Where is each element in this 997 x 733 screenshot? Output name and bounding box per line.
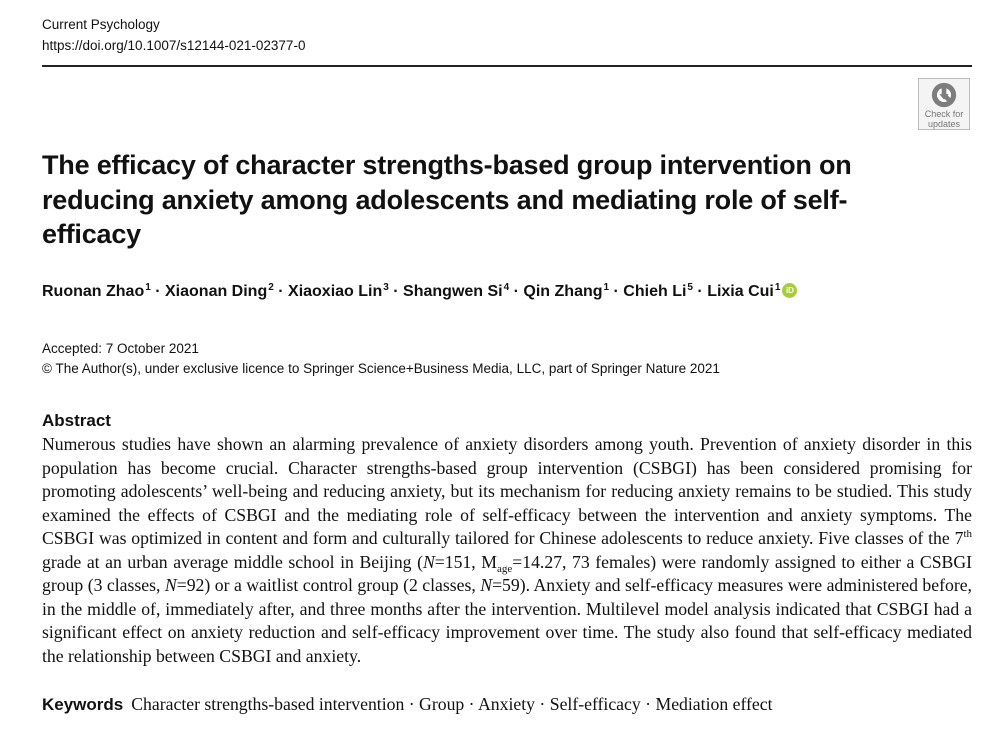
author-name[interactable]: Xiaoxiao Lin — [288, 283, 383, 300]
author-name[interactable]: Xiaonan Ding — [165, 283, 268, 300]
author-separator: · — [692, 283, 708, 300]
abstract-body: Numerous studies have shown an alarming … — [42, 434, 973, 666]
author-name[interactable]: Shangwen Si — [403, 283, 503, 300]
author-affiliation: 2 — [268, 282, 274, 293]
author-name[interactable]: Chieh Li — [623, 283, 687, 300]
author-name[interactable]: Ruonan Zhao — [42, 283, 145, 300]
article-title: The efficacy of character strengths-base… — [42, 150, 852, 249]
badge-label: Check for updates — [924, 109, 964, 129]
doi-link[interactable]: https://doi.org/10.1007/s12144-021-02377… — [42, 38, 306, 53]
article-meta: Accepted: 7 October 2021 © The Author(s)… — [42, 339, 720, 379]
abstract-heading: Abstract — [42, 411, 111, 430]
orcid-icon[interactable]: iD — [782, 283, 798, 298]
author-separator: · — [150, 283, 165, 300]
keywords-label: Keywords — [42, 695, 124, 714]
copyright-notice: © The Author(s), under exclusive licence… — [42, 361, 720, 376]
journal-header: Current Psychology https://doi.org/10.10… — [42, 14, 305, 56]
author-separator: · — [273, 283, 289, 300]
author-list: Ruonan Zhao1 · Xiaonan Ding2 · Xiaoxiao … — [42, 282, 798, 301]
author-affiliation: 3 — [383, 282, 389, 293]
author-name[interactable]: Lixia Cui — [707, 283, 774, 300]
journal-name: Current Psychology — [42, 17, 160, 32]
check-for-updates-icon — [931, 82, 957, 108]
author-affiliation: 4 — [503, 282, 510, 293]
author-affiliation: 5 — [687, 282, 693, 293]
author-affiliation: 1 — [145, 282, 151, 293]
keywords: Keywords Character strengths-based interv… — [42, 694, 773, 715]
accepted-date: Accepted: 7 October 2021 — [42, 341, 199, 356]
check-for-updates-badge[interactable]: Check for updates — [918, 78, 970, 130]
author-name[interactable]: Qin Zhang — [523, 283, 603, 300]
keywords-list: Character strengths-based intervention ·… — [131, 694, 773, 714]
author-affiliation: 1 — [774, 282, 781, 293]
author-separator: · — [509, 283, 524, 300]
author-affiliation: 1 — [603, 282, 610, 293]
author-separator: · — [609, 283, 624, 300]
author-separator: · — [388, 283, 404, 300]
header-rule — [42, 65, 972, 67]
